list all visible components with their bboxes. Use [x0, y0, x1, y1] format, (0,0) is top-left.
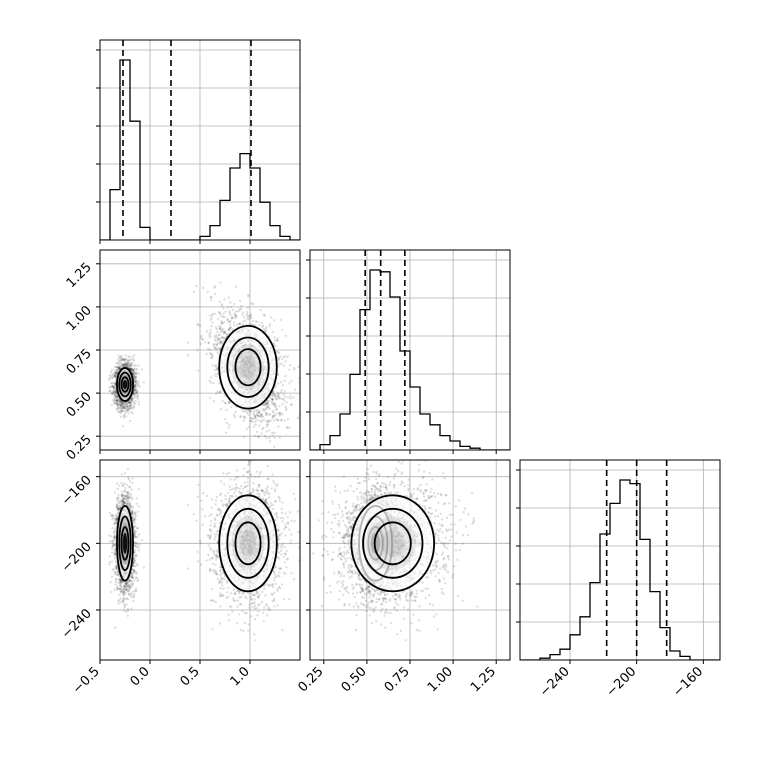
x-tick-label: 1.00 [425, 664, 456, 695]
histogram-p2 [520, 479, 720, 660]
y-tick-label: −160 [59, 473, 95, 509]
contour-level-1 [118, 515, 132, 572]
contour-level-1 [226, 336, 270, 398]
panel-p0-p1: 0.25 0.50 0.75 1.00 1.25 [64, 249, 301, 464]
y-tick-label: −200 [59, 540, 95, 576]
panel-p0-p2: −0.5 0.0 0.5 1.0 −240 −200 −160 [59, 459, 301, 697]
panel-p1-p2: 0.25 0.50 0.75 1.00 1.25 [296, 459, 511, 695]
contour-level-2 [218, 494, 278, 593]
y-tick-label: 0.25 [64, 432, 95, 463]
axes-frame [519, 459, 721, 661]
grid [99, 40, 300, 240]
contour-level-0 [373, 521, 412, 566]
x-tick-label: 0.25 [296, 664, 327, 695]
x-tick-label: 1.25 [468, 664, 499, 695]
contours-p1-p2 [350, 494, 436, 593]
contour-level-1 [362, 507, 424, 579]
x-tick-label: 0.0 [128, 664, 153, 689]
contour-level-2 [116, 367, 134, 402]
contour-level-1 [118, 371, 132, 398]
y-tick-label: 0.75 [64, 346, 95, 377]
x-tick-label: 1.0 [228, 664, 253, 689]
x-tick-label: −200 [604, 664, 640, 700]
contour-level-2 [218, 324, 278, 410]
y-tick-label: −240 [59, 606, 95, 642]
contour-level-0 [234, 521, 262, 566]
contour-level-2 [116, 505, 134, 582]
contour-level-0 [234, 348, 262, 387]
x-tick-label: −240 [537, 664, 573, 700]
scatter-p0-p2 [107, 460, 300, 642]
histogram-p0 [100, 59, 300, 240]
x-tick-label: −160 [670, 664, 706, 700]
panel-p1-p1 [306, 249, 511, 454]
y-tick-label: 1.25 [64, 260, 95, 291]
contours-p0-p2 [116, 494, 278, 593]
y-tick-label: 1.00 [64, 303, 95, 334]
contour-level-1 [226, 507, 270, 579]
contour-level-0 [120, 526, 130, 561]
x-tick-label: 0.50 [339, 664, 370, 695]
y-tick-label: 0.50 [64, 389, 95, 420]
contour-level-0 [120, 376, 130, 393]
contours-p0-p1 [116, 324, 278, 410]
panel-p0-p0 [96, 39, 301, 244]
scatter-p0-p1 [107, 281, 300, 448]
x-tick-label: 0.75 [382, 664, 413, 695]
x-tick-label: 0.5 [178, 664, 203, 689]
panel-p2-p2: −240 −200 −160 [516, 459, 721, 700]
x-tick-label: −0.5 [70, 664, 103, 697]
contour-level-2 [350, 494, 436, 593]
grid [310, 250, 510, 450]
